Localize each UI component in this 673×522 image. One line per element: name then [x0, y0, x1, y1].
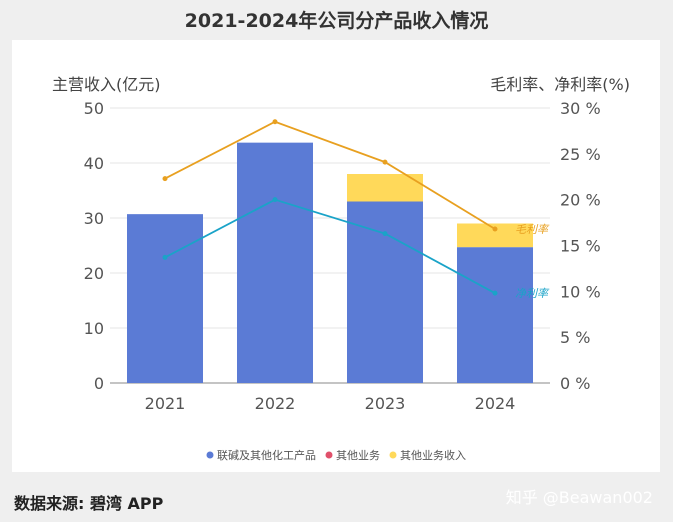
- y-right-tick-label: 30 %: [560, 99, 601, 118]
- line-point-毛利率: [162, 176, 168, 182]
- y-axis-label: 主营收入(亿元): [52, 75, 161, 94]
- bar-2022-series-0: [237, 142, 313, 383]
- line-point-毛利率: [272, 119, 278, 125]
- chart-svg: 主营收入(亿元) 毛利率、净利率(%) 0 10 20 30 40 50 0 % 5 % 10 % 1…: [52, 75, 630, 462]
- line-净利率: [164, 198, 496, 294]
- chart-title: 2021-2024年公司分产品收入情况: [184, 10, 489, 32]
- x-tick-label: 2021: [145, 394, 186, 413]
- legend-marker: [325, 451, 333, 459]
- watermark: 知乎 @Beawan002: [505, 488, 653, 507]
- line-point-毛利率: [382, 159, 388, 165]
- y-tick-label: 0: [94, 374, 104, 393]
- line-end-label: 毛利率: [515, 223, 550, 236]
- legend-marker: [389, 451, 397, 459]
- line-point-净利率: [272, 197, 278, 203]
- line-end-label: 净利率: [515, 287, 550, 300]
- y-axis-right-label: 毛利率、净利率(%): [490, 75, 630, 94]
- y-tick-label: 30: [84, 209, 104, 228]
- line-point-毛利率: [492, 226, 498, 232]
- line-毛利率: [164, 120, 496, 230]
- y-tick-label: 40: [84, 154, 104, 173]
- y-right-tick-label: 15 %: [560, 237, 601, 256]
- x-tick-label: 2024: [475, 394, 516, 413]
- legend-item: 联碱及其他化工产品: [217, 448, 316, 462]
- bar-2021-series-0: [127, 214, 203, 383]
- legend-item: 其他业务收入: [400, 448, 466, 462]
- legend-item: 其他业务: [336, 449, 380, 462]
- legend-marker: [206, 451, 214, 459]
- bar-2023-series-0: [347, 201, 423, 383]
- line-point-净利率: [382, 231, 388, 237]
- data-source: 数据来源: 碧湾 APP: [14, 494, 164, 513]
- y-right-tick-label: 25 %: [560, 145, 601, 164]
- y-right-tick-label: 10 %: [560, 282, 601, 301]
- x-tick-label: 2022: [255, 394, 296, 413]
- bar-2024-series-2: [457, 223, 533, 248]
- y-right-tick-label: 5 %: [560, 328, 590, 347]
- y-tick-label: 50: [84, 99, 104, 118]
- y-right-tick-label: 20 %: [560, 191, 601, 210]
- bar-2024-series-0: [457, 247, 533, 383]
- bar-2023-series-2: [347, 174, 423, 202]
- chart-panel: 主营收入(亿元) 毛利率、净利率(%) 0 10 20 30 40 50 0 % 5 % 10 % 1…: [12, 40, 660, 472]
- x-tick-label: 2023: [365, 394, 406, 413]
- y-right-tick-label: 0 %: [560, 374, 590, 393]
- line-point-净利率: [492, 290, 498, 296]
- y-tick-label: 10: [84, 319, 104, 338]
- line-point-净利率: [162, 254, 168, 260]
- y-tick-label: 20: [84, 264, 104, 283]
